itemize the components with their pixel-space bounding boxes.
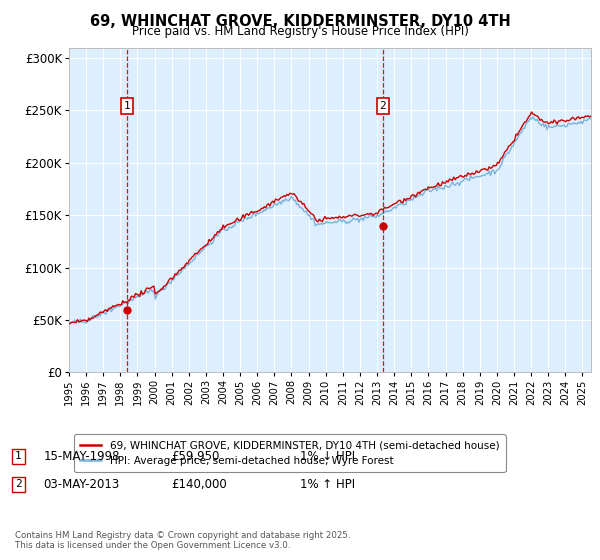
Legend: 69, WHINCHAT GROVE, KIDDERMINSTER, DY10 4TH (semi-detached house), HPI: Average : 69, WHINCHAT GROVE, KIDDERMINSTER, DY10 … xyxy=(74,435,505,472)
Text: Price paid vs. HM Land Registry's House Price Index (HPI): Price paid vs. HM Land Registry's House … xyxy=(131,25,469,38)
Text: 2: 2 xyxy=(380,101,386,111)
Text: 1% ↑ HPI: 1% ↑ HPI xyxy=(300,478,355,491)
Text: 1: 1 xyxy=(124,101,130,111)
Text: 1% ↓ HPI: 1% ↓ HPI xyxy=(300,450,355,463)
Text: 69, WHINCHAT GROVE, KIDDERMINSTER, DY10 4TH: 69, WHINCHAT GROVE, KIDDERMINSTER, DY10 … xyxy=(89,14,511,29)
Text: 1: 1 xyxy=(15,451,22,461)
Text: £140,000: £140,000 xyxy=(171,478,227,491)
Text: Contains HM Land Registry data © Crown copyright and database right 2025.
This d: Contains HM Land Registry data © Crown c… xyxy=(15,531,350,550)
Text: 2: 2 xyxy=(15,479,22,489)
Text: 03-MAY-2013: 03-MAY-2013 xyxy=(43,478,119,491)
Text: £59,950: £59,950 xyxy=(171,450,220,463)
Text: 15-MAY-1998: 15-MAY-1998 xyxy=(43,450,119,463)
